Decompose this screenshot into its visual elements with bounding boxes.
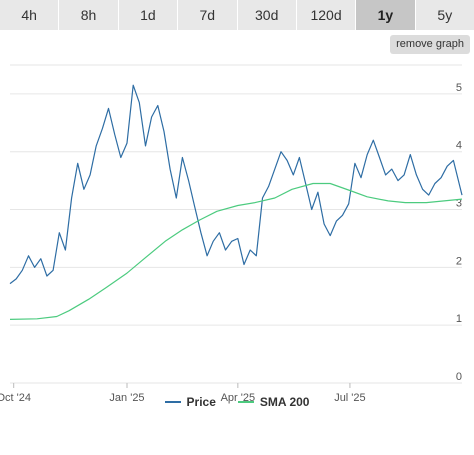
sma-200-series-line	[9, 182, 463, 320]
y-tick-label: 1	[456, 313, 462, 325]
x-tick-label: Jul '25	[334, 392, 365, 404]
legend-item-price[interactable]: Price	[164, 395, 216, 409]
range-tabs: 4h 8h 1d 7d 30d 120d 1y 5y	[0, 0, 474, 30]
y-tick-label: 3	[456, 198, 462, 210]
remove-graph-button[interactable]: remove graph	[390, 35, 470, 54]
y-tick-label: 0	[456, 371, 462, 383]
y-tick-label: 4	[456, 140, 462, 152]
price-series-line	[9, 84, 463, 285]
tab-8h[interactable]: 8h	[59, 0, 119, 30]
tab-1y[interactable]: 1y	[356, 0, 416, 30]
y-tick-label: 2	[456, 255, 462, 267]
tab-5y[interactable]: 5y	[415, 0, 474, 30]
price-line-swatch	[164, 401, 181, 403]
tab-120d[interactable]: 120d	[296, 0, 357, 30]
y-tick-label: 5	[456, 82, 462, 94]
tab-4h[interactable]: 4h	[0, 0, 60, 30]
x-tick-label: Oct '24	[0, 392, 31, 404]
x-tick-label: Jan '25	[109, 392, 144, 404]
chart-legend: Price SMA 200	[0, 392, 474, 412]
legend-label-sma: SMA 200	[259, 395, 310, 409]
tab-1d[interactable]: 1d	[118, 0, 179, 30]
sma-line-swatch	[237, 401, 254, 403]
tab-30d[interactable]: 30d	[237, 0, 297, 30]
legend-item-sma[interactable]: SMA 200	[237, 395, 310, 409]
tab-7d[interactable]: 7d	[178, 0, 238, 30]
legend-label-price: Price	[186, 395, 216, 409]
